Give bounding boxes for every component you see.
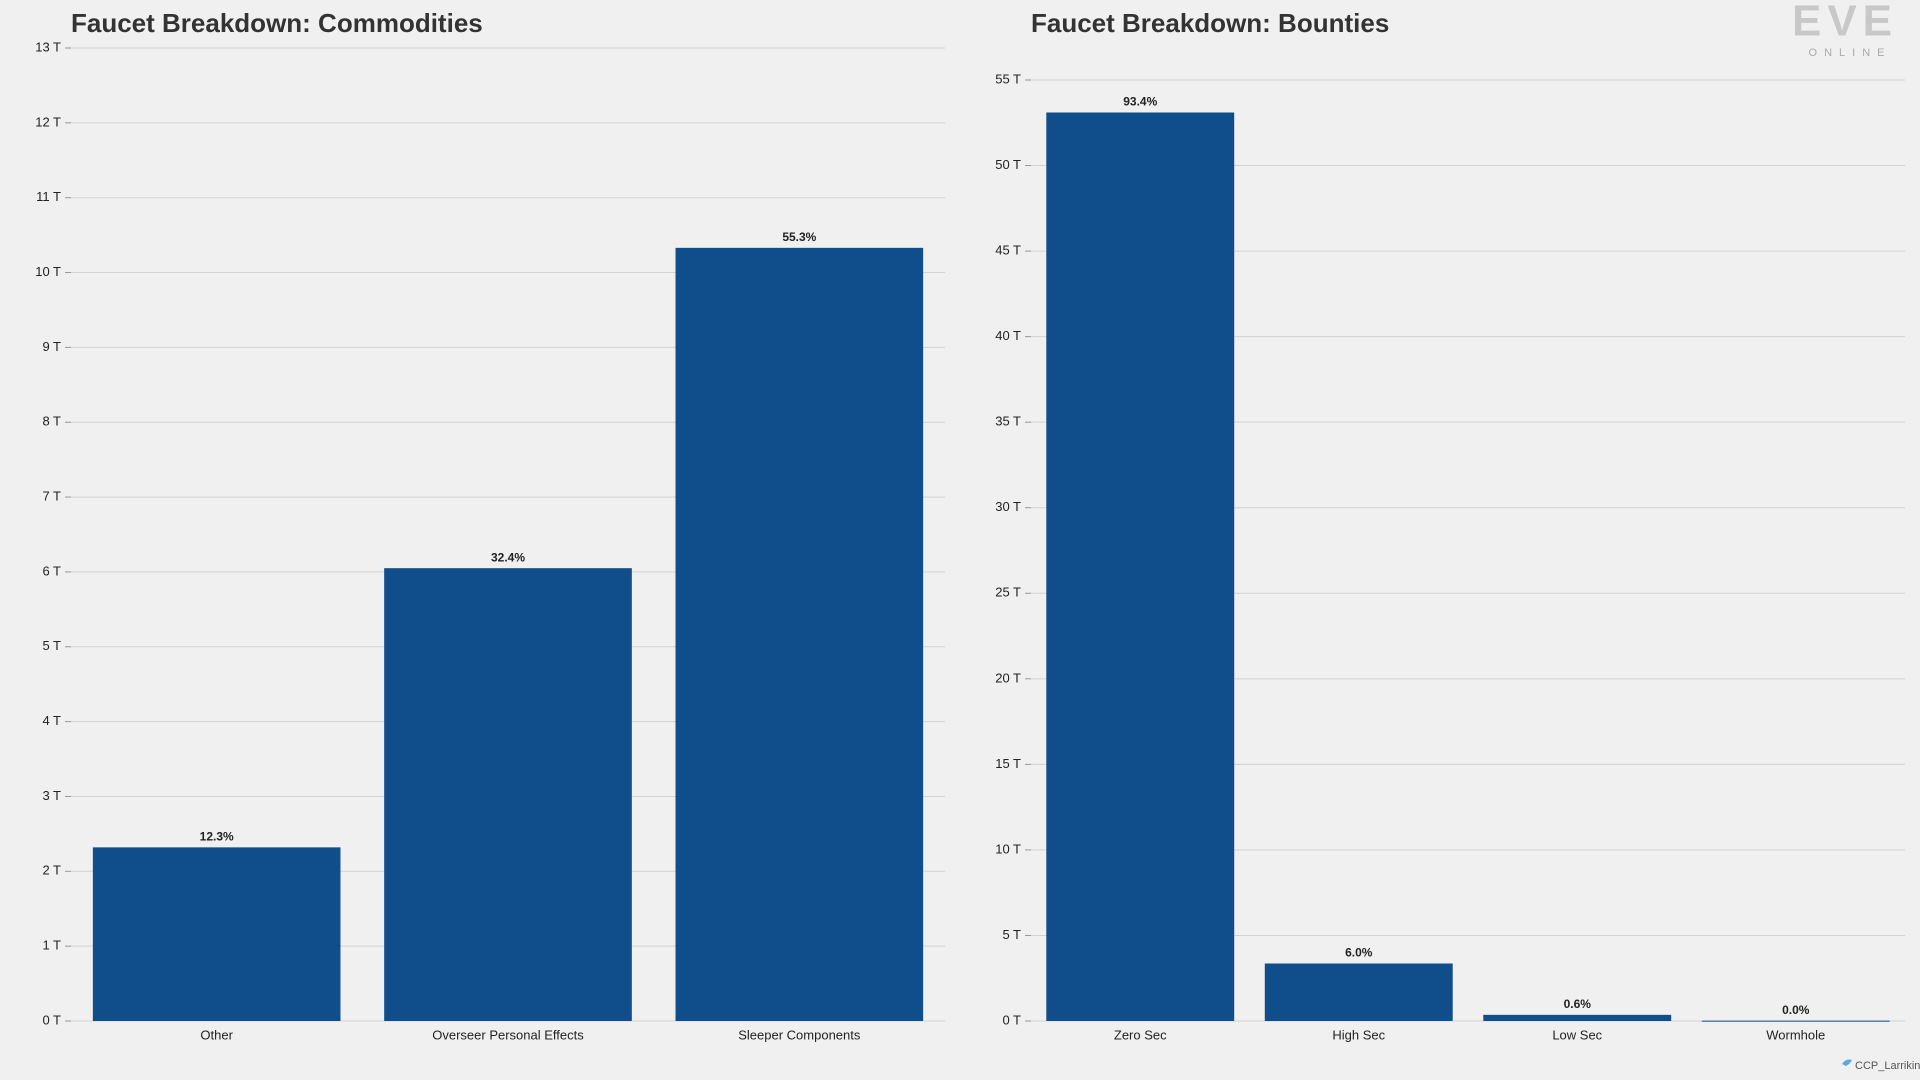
value-label: 6.0%: [1345, 946, 1373, 960]
bar: [92, 847, 341, 1021]
bar: [1483, 1014, 1672, 1021]
x-tick-label: Overseer Personal Effects: [432, 1027, 584, 1042]
y-tick-label: 4 T: [42, 713, 61, 728]
y-tick-label: 13 T: [35, 39, 61, 54]
bar: [384, 568, 632, 1021]
value-label: 12.3%: [200, 830, 234, 844]
y-tick-label: 1 T: [42, 938, 61, 953]
value-label: 32.4%: [491, 550, 525, 564]
logo-subtext: ONLINE: [1809, 47, 1892, 59]
y-tick-label: 35 T: [995, 414, 1021, 429]
y-tick-label: 3 T: [42, 788, 61, 803]
y-tick-label: 7 T: [42, 489, 61, 504]
y-tick-label: 8 T: [42, 414, 61, 429]
y-tick-label: 30 T: [995, 499, 1021, 514]
x-tick-label: High Sec: [1332, 1027, 1385, 1042]
y-tick-label: 5 T: [42, 638, 61, 653]
bar: [675, 247, 924, 1021]
y-tick-label: 12 T: [35, 114, 61, 129]
chart-title: Faucet Breakdown: Commodities: [71, 8, 483, 38]
bird-icon: [1842, 1059, 1852, 1066]
y-tick-label: 50 T: [995, 157, 1021, 172]
value-label: 0.0%: [1782, 1003, 1810, 1017]
x-tick-label: Sleeper Components: [738, 1027, 861, 1042]
y-tick-label: 5 T: [1002, 927, 1021, 942]
y-tick-label: 45 T: [995, 243, 1021, 258]
y-tick-label: 9 T: [42, 339, 61, 354]
y-tick-label: 25 T: [995, 585, 1021, 600]
y-tick-label: 10 T: [995, 841, 1021, 856]
bar: [1701, 1020, 1890, 1022]
y-tick-label: 11 T: [36, 189, 61, 204]
y-tick-label: 20 T: [995, 670, 1021, 685]
credit: CCP_Larrikin: [1855, 1060, 1920, 1072]
bar: [1046, 112, 1235, 1022]
y-tick-label: 2 T: [42, 863, 61, 878]
y-tick-label: 0 T: [42, 1012, 61, 1027]
x-tick-label: Wormhole: [1766, 1027, 1825, 1042]
value-label: 93.4%: [1123, 95, 1157, 109]
x-tick-label: Other: [200, 1027, 233, 1042]
y-tick-label: 40 T: [995, 328, 1021, 343]
x-tick-label: Low Sec: [1552, 1027, 1602, 1042]
y-tick-label: 15 T: [995, 756, 1021, 771]
y-tick-label: 6 T: [42, 563, 61, 578]
y-tick-label: 10 T: [35, 264, 61, 279]
y-tick-label: 0 T: [1002, 1012, 1021, 1027]
logo: EVE: [1792, 0, 1898, 46]
value-label: 0.6%: [1564, 997, 1592, 1011]
value-label: 55.3%: [782, 230, 816, 244]
y-tick-label: 55 T: [995, 71, 1021, 86]
x-tick-label: Zero Sec: [1114, 1027, 1167, 1042]
chart-title: Faucet Breakdown: Bounties: [1031, 8, 1389, 38]
bar: [1264, 963, 1453, 1021]
